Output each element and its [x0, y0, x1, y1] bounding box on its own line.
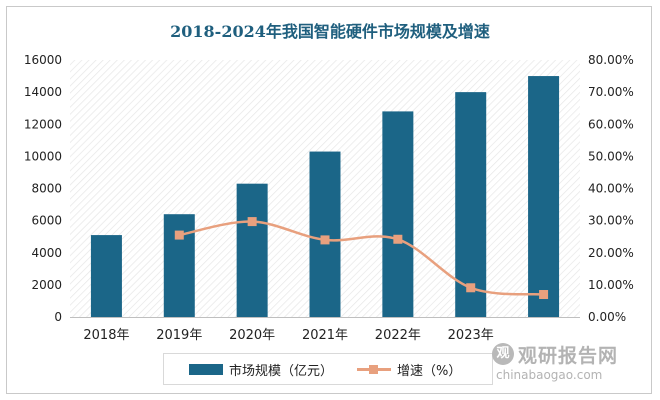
right-tick-label: 80.00%	[588, 53, 634, 67]
left-tick-label: 6000	[31, 214, 62, 228]
bar	[90, 235, 122, 317]
legend-item-line: 增速（%）	[333, 360, 461, 379]
watermark-url: chinabaogao.com	[496, 368, 603, 382]
left-tick-label: 0	[54, 310, 62, 324]
bar	[236, 183, 268, 317]
bar	[455, 92, 487, 317]
chart-title: 2018-2024年我国智能硬件市场规模及增速	[170, 22, 490, 41]
right-tick-label: 10.00%	[588, 278, 634, 292]
x-tick-label: 2018年	[83, 328, 129, 343]
right-tick-label: 0.00%	[588, 310, 626, 324]
x-tick-label: 2020年	[229, 328, 275, 343]
right-tick-label: 70.00%	[588, 85, 634, 99]
left-tick-label: 14000	[24, 85, 62, 99]
right-tick-label: 30.00%	[588, 214, 634, 228]
growth-marker	[174, 230, 184, 240]
left-tick-label: 16000	[24, 53, 62, 67]
right-tick-label: 40.00%	[588, 182, 634, 196]
growth-line	[179, 220, 544, 296]
legend-line-swatch	[357, 364, 392, 375]
x-axis-labels: 2018年 2019年 2020年 2021年 2022年 2023年	[83, 328, 493, 343]
left-tick-label: 4000	[31, 246, 62, 260]
left-axis-ticks: 0 2000 4000 6000 8000 10000 12000 14000 16000	[24, 53, 62, 324]
right-axis-ticks: 0.00% 10.00% 20.00% 30.00% 40.00% 50.00% 60.00…	[588, 53, 634, 324]
legend-item-bar: 市场规模（亿元）	[164, 360, 333, 379]
x-tick-label: 2019年	[156, 328, 202, 343]
x-tick-label: 2021年	[302, 328, 348, 343]
watermark: 观 观研报告网 chinabaogao.com	[492, 341, 642, 387]
left-tick-label: 8000	[31, 182, 62, 196]
right-tick-label: 50.00%	[588, 149, 634, 163]
watermark-logo-icon: 观	[492, 343, 514, 365]
left-tick-label: 2000	[31, 278, 62, 292]
growth-marker	[466, 283, 476, 293]
legend-bar-swatch	[189, 363, 223, 375]
growth-marker	[320, 235, 330, 245]
right-tick-label: 20.00%	[588, 246, 634, 260]
growth-marker	[393, 234, 403, 244]
growth-marker	[247, 217, 257, 227]
bar	[528, 76, 560, 317]
bar	[382, 111, 414, 318]
x-tick-label: 2023年	[448, 328, 494, 343]
bar-series	[90, 76, 560, 318]
watermark-name: 观研报告网	[518, 345, 619, 367]
x-tick-label: 2022年	[375, 328, 421, 343]
left-tick-label: 12000	[24, 117, 62, 131]
bar	[163, 214, 195, 317]
growth-marker	[539, 290, 549, 300]
legend-line-label: 增速（%）	[397, 363, 462, 379]
left-tick-label: 10000	[24, 149, 62, 163]
legend-bar-label: 市场规模（亿元）	[229, 363, 334, 379]
bar	[309, 151, 341, 317]
legend: 市场规模（亿元） 增速（%）	[163, 353, 493, 385]
line-series	[174, 217, 549, 300]
right-tick-label: 60.00%	[588, 117, 634, 131]
